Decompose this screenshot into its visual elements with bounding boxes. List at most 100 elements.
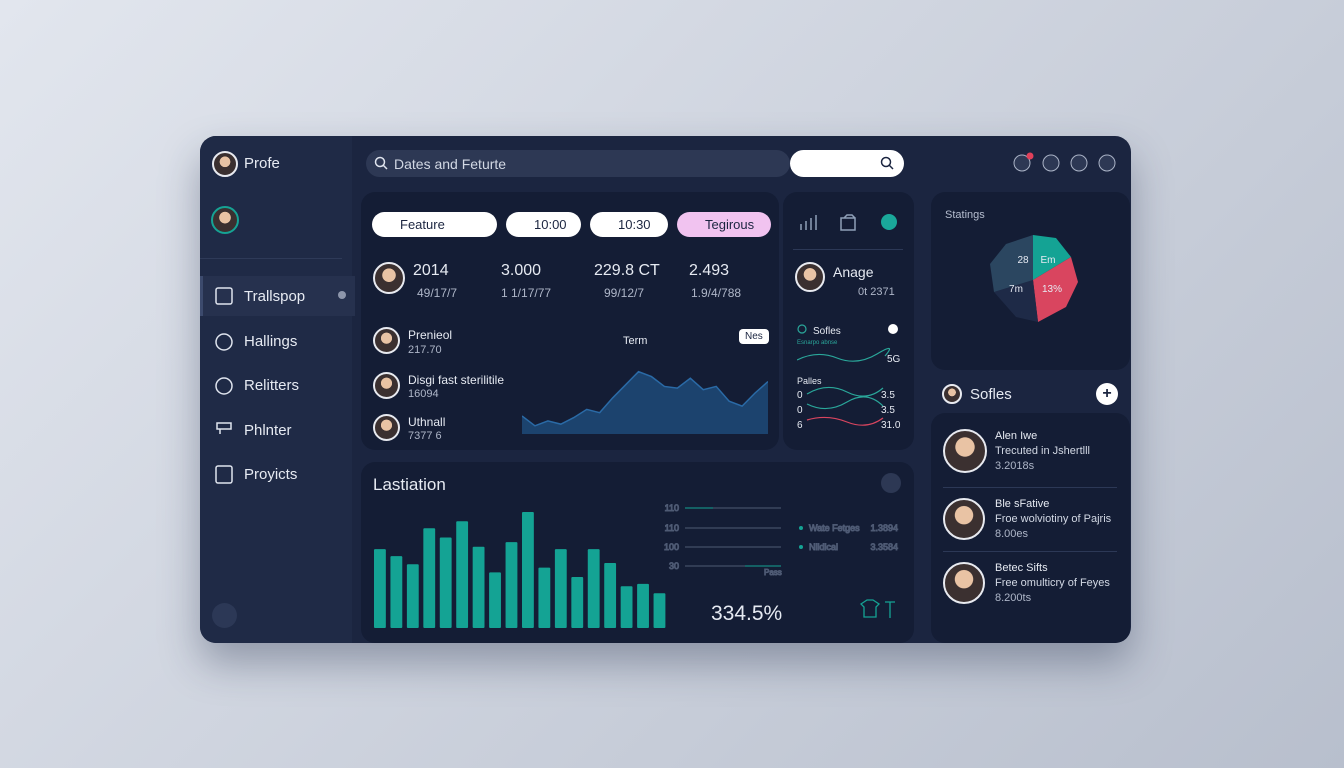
filter-label: 10:00	[534, 217, 567, 232]
add-button[interactable]: +	[1096, 383, 1118, 405]
level-label: 30	[669, 561, 679, 571]
avatar	[943, 498, 985, 540]
bar	[637, 583, 649, 628]
nav-icons	[215, 287, 233, 484]
person-name: Uthnall	[408, 415, 446, 429]
avatar	[373, 372, 400, 399]
stat-value: 3.000	[501, 262, 542, 279]
profile-name: Alen Iwe	[995, 430, 1038, 442]
search-bar[interactable]: Dates and Feturte	[366, 150, 790, 177]
filter-label: Tegirous	[705, 217, 755, 232]
filter-label: Feature	[400, 217, 445, 232]
profile-desc: Froe wolviotiny of Pajris	[995, 513, 1112, 525]
avatar	[795, 262, 825, 292]
bar	[406, 564, 419, 628]
bar	[554, 549, 567, 628]
filter-chip[interactable]: 10:30	[590, 212, 668, 237]
profile-name: Ble sFative	[995, 498, 1050, 510]
divider	[793, 249, 903, 250]
stat-sub: 49/17/7	[417, 286, 458, 300]
bar	[522, 512, 534, 628]
pie-segment	[990, 235, 1033, 292]
mini-card: Anage 0t 2371 Sofles Esnarpo abnse 5G Pa…	[783, 192, 914, 450]
bar	[604, 563, 617, 628]
nav-item[interactable]: Hallings	[244, 333, 298, 350]
settings-button[interactable]	[212, 603, 237, 628]
bar	[571, 576, 584, 628]
bar	[489, 572, 501, 628]
legend-value: 3.3584	[870, 542, 898, 552]
pie-label: 7m	[1009, 284, 1023, 295]
mini-sparklines	[797, 324, 898, 426]
level-tag: Pass	[764, 568, 782, 577]
row-label: Sofles	[813, 326, 841, 337]
pie-chart: 28 Em 7m 13%	[990, 235, 1078, 322]
big-value: 334.5%	[711, 602, 783, 625]
person-name: Prenieol	[408, 328, 453, 342]
nav-item[interactable]: Phlnter	[244, 422, 292, 439]
divider	[943, 551, 1117, 552]
level-label: 110	[665, 523, 679, 533]
row-right: 31.0	[881, 420, 901, 431]
mini-icons[interactable]	[799, 212, 903, 232]
person-sub: 217.70	[408, 344, 442, 356]
stat-value: 2014	[413, 262, 449, 279]
person-sub: 7377 6	[408, 430, 442, 442]
nav-active	[200, 276, 355, 316]
filter-chip[interactable]: 10:00	[506, 212, 581, 237]
pie-segment	[1033, 235, 1071, 280]
nav-item[interactable]: Relitters	[244, 377, 300, 394]
bar	[456, 521, 469, 628]
legend-name: Nlidical	[809, 542, 838, 552]
avatar	[943, 562, 985, 604]
level-chart: 110 110 100 30 Pass Wate Fetges 1.3894 N…	[663, 503, 898, 578]
row-right: 3.5	[881, 405, 895, 416]
bar	[423, 528, 436, 628]
filter-chip[interactable]: Feature	[372, 212, 497, 237]
avatar	[373, 262, 405, 294]
search-icon	[374, 156, 388, 170]
trend-badge: Nes	[739, 329, 769, 344]
profile-sub: 8.00es	[995, 528, 1029, 540]
avatar	[943, 429, 987, 473]
toolbar-icons[interactable]	[1012, 152, 1122, 174]
search-icon	[880, 156, 894, 170]
stat-sub: 1 1/17/77	[501, 286, 552, 300]
bar	[505, 542, 518, 628]
pie-label: 13%	[1042, 284, 1062, 295]
bar	[439, 537, 452, 628]
row-value: 5G	[887, 354, 901, 365]
dashboard: Profe Trallspop Hallings Relitters Phlnt…	[200, 136, 1131, 643]
search-field[interactable]	[790, 150, 904, 177]
profile-desc: Free omulticry of Feyes	[995, 577, 1110, 589]
person-sub: 16094	[408, 388, 439, 400]
trend-title: Term	[623, 335, 648, 347]
level-label: 110	[665, 503, 679, 513]
profile-sub: 3.2018s	[995, 460, 1035, 472]
mini-name: Anage	[833, 264, 874, 280]
trend-chart	[522, 370, 768, 434]
row-left: 0	[797, 405, 803, 416]
row-left: 0	[797, 390, 803, 401]
pie-label: 28	[1017, 255, 1029, 266]
bar	[538, 567, 551, 628]
bar	[472, 546, 485, 628]
level-label: 100	[664, 542, 679, 552]
filter-chip[interactable]: Tegirous	[677, 212, 771, 237]
stat-value: 229.8 CT	[594, 262, 660, 279]
profile-desc: Trecuted in Jshertlll	[995, 445, 1090, 457]
divider	[943, 487, 1117, 488]
avatar	[373, 414, 400, 441]
pie-label: Em	[1041, 255, 1056, 266]
profile-sub: 8.200ts	[995, 592, 1032, 604]
profiles-title: Sofles	[970, 386, 1012, 403]
check-button[interactable]	[881, 473, 901, 493]
nav-item[interactable]: Trallspop	[244, 288, 306, 305]
stat-sub: 1.9/4/788	[691, 286, 742, 300]
profile-name: Profe	[244, 155, 280, 172]
row-left: 6	[797, 420, 803, 431]
pie-segment	[1033, 257, 1078, 322]
nav-item[interactable]: Proyicts	[244, 466, 298, 483]
pie-title: Statings	[945, 209, 985, 221]
